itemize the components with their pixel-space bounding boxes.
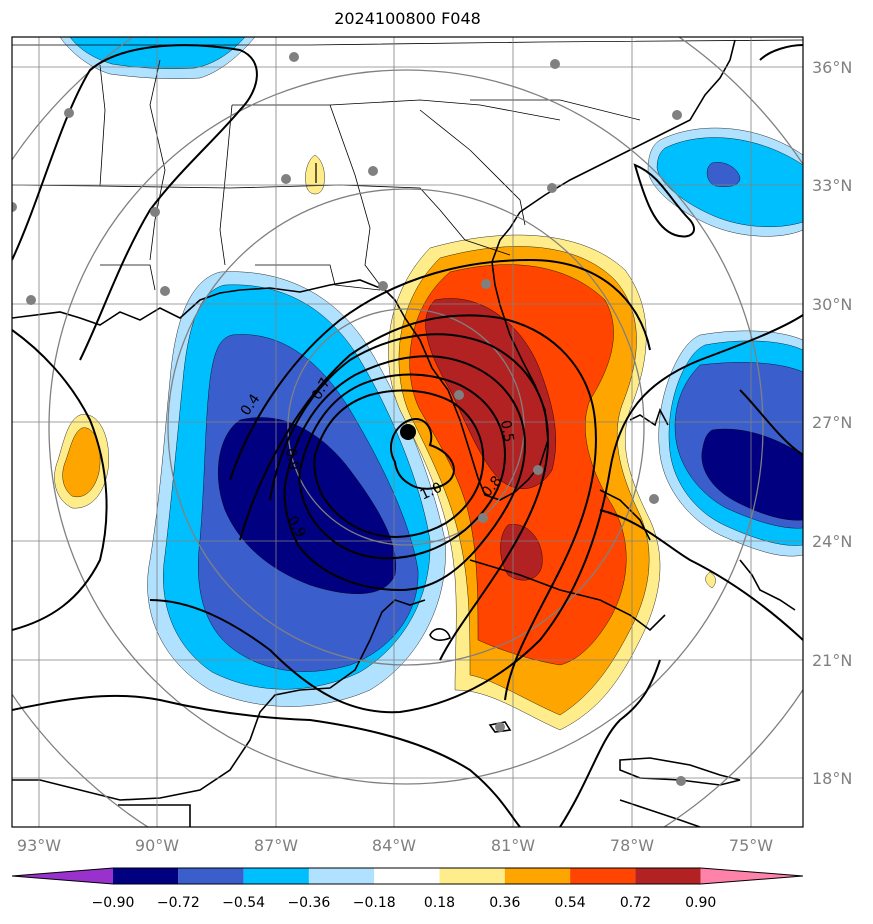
station-dot xyxy=(64,108,74,118)
colorbar-segment xyxy=(635,868,701,884)
range-ring-2 xyxy=(167,188,645,666)
station-dot xyxy=(289,52,299,62)
colorbar-tick: 0.54 xyxy=(555,895,586,911)
colorbar-tick: 0.36 xyxy=(489,895,520,911)
colorbar-tick: −0.36 xyxy=(287,895,330,911)
latlon-grid xyxy=(12,37,803,827)
colorbar-outline xyxy=(11,867,804,885)
lat-label: 21°N xyxy=(812,651,852,670)
colorbar-segment xyxy=(439,868,505,884)
lon-label: 93°W xyxy=(17,836,61,855)
station-dot xyxy=(550,59,560,69)
station-dot xyxy=(26,295,36,305)
map-frame xyxy=(11,36,804,828)
station-dot xyxy=(378,281,388,291)
colorbar-segment xyxy=(308,868,375,884)
station-dot xyxy=(533,465,543,475)
colorbar-tick: −0.72 xyxy=(157,895,200,911)
colorbar-segment xyxy=(113,868,179,884)
lon-label: 75°W xyxy=(729,836,773,855)
station-dot xyxy=(481,279,491,289)
colorbar xyxy=(11,867,804,885)
state-borders xyxy=(12,39,803,291)
storm-center-marker xyxy=(400,424,416,440)
lat-label: 27°N xyxy=(812,413,852,432)
longitude-labels: 93°W 90°W 87°W 84°W 81°W 78°W 75°W xyxy=(17,836,773,855)
station-dot xyxy=(495,722,505,732)
station-dot xyxy=(454,390,464,400)
lon-label: 84°W xyxy=(372,836,416,855)
station-dot xyxy=(676,776,686,786)
lon-label: 90°W xyxy=(135,836,179,855)
station-dot xyxy=(12,202,17,212)
lat-label: 18°N xyxy=(812,769,852,788)
latitude-labels: 36°N 33°N 30°N 27°N 24°N 21°N 18°N xyxy=(812,58,852,788)
station-dot xyxy=(672,110,682,120)
colorbar-tick: −0.54 xyxy=(222,895,265,911)
station-dot xyxy=(368,166,378,176)
lat-label: 30°N xyxy=(812,295,852,314)
colorbar-extend-high xyxy=(700,868,803,884)
lon-label: 81°W xyxy=(491,836,535,855)
bahamas-yellow xyxy=(705,571,716,589)
lon-label: 87°W xyxy=(254,836,298,855)
lon-label: 78°W xyxy=(610,836,654,855)
neg-lobe-090 xyxy=(218,417,396,594)
colorbar-tick: −0.18 xyxy=(353,895,396,911)
map-title: 2024100800 F048 xyxy=(334,9,481,28)
atl-blue-090 xyxy=(701,428,803,521)
station-dot xyxy=(547,183,557,193)
lat-label: 36°N xyxy=(812,58,852,77)
station-dot xyxy=(281,174,291,184)
station-dot xyxy=(150,207,160,217)
station-dot xyxy=(649,494,659,504)
colorbar-extend-low xyxy=(12,868,113,884)
colorbar-tick: 0.90 xyxy=(685,895,716,911)
station-markers xyxy=(12,52,686,786)
colorbar-tick-labels: −0.90 −0.72 −0.54 −0.36 −0.18 0.18 0.36 … xyxy=(92,895,717,911)
nc-blue-dark xyxy=(706,162,741,187)
colorbar-segment xyxy=(374,868,440,884)
colorbar-segment xyxy=(504,868,571,884)
colorbar-segment xyxy=(178,868,244,884)
shading-small-features xyxy=(54,37,803,589)
lat-label: 24°N xyxy=(812,532,852,551)
contour-label: 0.5 xyxy=(497,419,517,444)
colorbar-tick: −0.90 xyxy=(92,895,135,911)
pos-lobe-072-south xyxy=(500,524,543,581)
range-ring-3 xyxy=(48,69,764,785)
colorbar-tick: 0.72 xyxy=(620,895,651,911)
station-dot xyxy=(478,513,488,523)
colorbar-tick: 0.18 xyxy=(424,895,455,911)
colorbar-segment xyxy=(243,868,309,884)
lat-label: 33°N xyxy=(812,176,852,195)
station-dot xyxy=(160,286,170,296)
colorbar-segment xyxy=(570,868,636,884)
coastlines xyxy=(12,39,796,827)
ga-yellow-blob xyxy=(305,154,325,195)
contour-label: 0.9 xyxy=(282,447,302,472)
